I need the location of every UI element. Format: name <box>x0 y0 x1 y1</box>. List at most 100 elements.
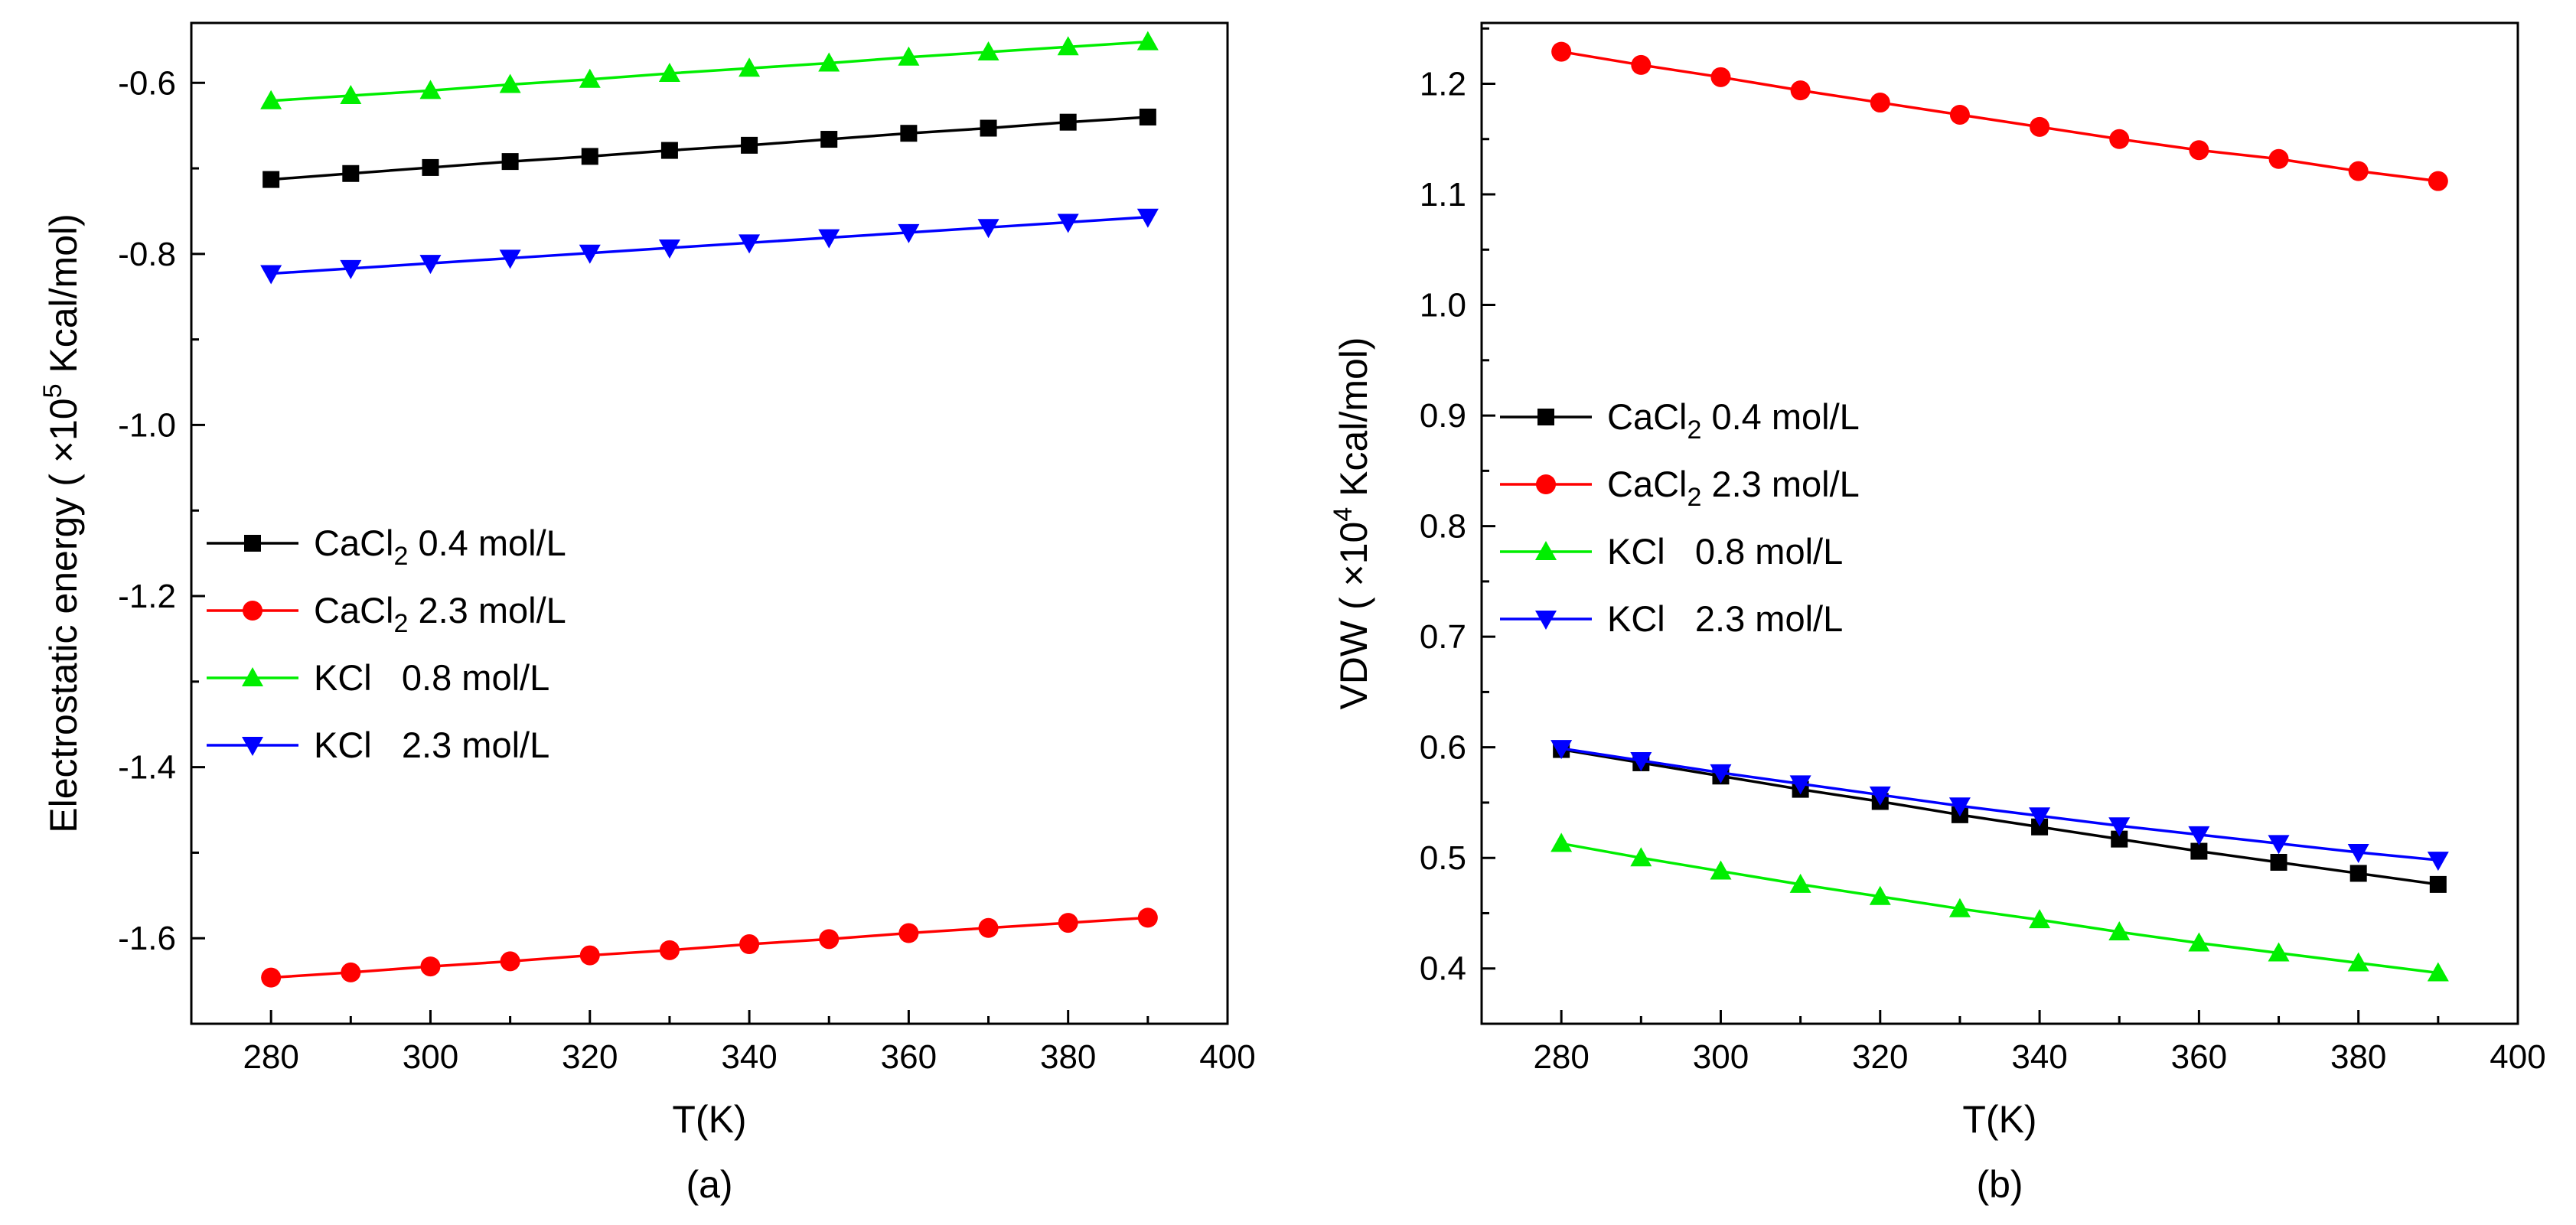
data-point <box>2270 853 2287 871</box>
data-point <box>2347 952 2369 972</box>
data-point <box>1630 752 1652 772</box>
data-point <box>2349 865 2367 882</box>
legend-label: CaCl2 0.4 mol/L <box>314 523 566 571</box>
data-point <box>419 80 442 99</box>
legend-item: CaCl2 0.4 mol/L <box>1500 396 1860 445</box>
data-point <box>2031 818 2049 836</box>
data-point <box>2268 835 2290 855</box>
y-axis-title: Electrostatic energy ( ×105 Kcal/mol) <box>38 213 85 833</box>
legend-label: KCl 2.3 mol/L <box>1607 598 1843 639</box>
x-tick-label: 280 <box>1533 1038 1589 1076</box>
series-line <box>271 216 1148 275</box>
legend-marker <box>244 535 261 552</box>
legend-marker <box>1535 611 1557 630</box>
data-point <box>658 62 680 82</box>
series-kcl-0-8-mol-l <box>260 31 1159 109</box>
series-line <box>1560 842 2439 975</box>
data-point <box>2108 921 2131 941</box>
panel-caption: (a) <box>686 1163 732 1206</box>
data-point <box>818 229 840 249</box>
data-point <box>900 125 918 142</box>
data-point <box>2188 826 2210 845</box>
data-point <box>1710 67 1731 87</box>
legend: CaCl2 0.4 mol/L CaCl2 2.3 mol/L KCl 0.8 mo… <box>1500 396 1860 639</box>
data-point <box>579 945 600 966</box>
data-point <box>579 68 601 88</box>
data-point <box>581 148 598 165</box>
x-tick-label: 340 <box>2011 1038 2067 1076</box>
x-tick-label: 380 <box>2330 1038 2386 1076</box>
legend-label: CaCl2 2.3 mol/L <box>314 590 566 638</box>
data-point <box>1058 913 1078 933</box>
x-tick-label: 300 <box>403 1038 458 1076</box>
panel-a: 280 300 320 340 360 380 400 -1.6 -1.4 -1.2 -1.0 -0.… <box>38 21 1256 1206</box>
x-tick-label: 360 <box>881 1038 937 1076</box>
data-point <box>342 165 360 182</box>
y-tick-label: -1.0 <box>118 406 176 444</box>
y-tick-label: 0.6 <box>1420 729 1466 767</box>
data-point <box>2347 843 2369 863</box>
data-point <box>579 244 601 264</box>
plot-frame <box>190 21 1229 1025</box>
legend-marker <box>242 737 263 756</box>
data-point <box>2428 171 2448 191</box>
data-point <box>2348 161 2369 181</box>
data-point <box>2029 807 2051 827</box>
data-point <box>1550 832 1573 852</box>
data-point <box>819 929 840 950</box>
y-tick-label: 1.1 <box>1420 176 1466 213</box>
data-point <box>1631 54 1652 75</box>
data-point <box>978 917 999 938</box>
data-point <box>499 249 521 269</box>
data-point <box>660 142 678 159</box>
data-point <box>1057 213 1079 233</box>
y-tick-label: 1.2 <box>1420 65 1466 103</box>
series-cacl2-2-3-mol-l <box>1551 41 2448 191</box>
x-tick-label: 320 <box>562 1038 618 1076</box>
x-tick-label: 400 <box>2490 1038 2545 1076</box>
series-line <box>1560 748 2439 886</box>
data-point <box>422 158 439 176</box>
legend-marker <box>243 601 262 621</box>
series-kcl-2-3-mol-l <box>1550 740 2449 872</box>
series-cacl2-2-3-mol-l <box>261 907 1158 988</box>
legend-label: CaCl2 2.3 mol/L <box>1607 464 1860 512</box>
series-line <box>1560 747 2439 862</box>
data-point <box>1790 80 1811 101</box>
legend-item: KCl 0.8 mol/L <box>207 657 549 698</box>
data-point <box>2109 129 2130 149</box>
legend-item: KCl 0.8 mol/L <box>1500 531 1843 572</box>
data-point <box>2429 875 2447 893</box>
legend-marker <box>1537 409 1554 425</box>
series-cacl2-0-4-mol-l <box>262 108 1156 188</box>
data-point <box>2268 148 2289 169</box>
legend-label: KCl 0.8 mol/L <box>1607 531 1843 572</box>
data-point <box>2029 909 2051 929</box>
data-point <box>977 219 999 239</box>
data-point <box>1136 208 1159 228</box>
data-point <box>739 57 761 77</box>
data-point <box>341 962 361 982</box>
data-point <box>980 119 997 137</box>
x-tick-label: 300 <box>1693 1038 1749 1076</box>
series-line <box>271 40 1148 103</box>
data-point <box>2427 962 2449 982</box>
data-point <box>260 265 282 285</box>
data-point <box>1948 898 1971 917</box>
data-point <box>500 951 520 972</box>
data-point <box>741 136 758 154</box>
data-point <box>1789 873 1811 893</box>
x-axis-title: T(K) <box>1962 1098 2036 1141</box>
data-point <box>659 940 680 960</box>
y-tick-label: 0.4 <box>1420 950 1466 988</box>
data-point <box>1550 740 1573 760</box>
data-point <box>2030 116 2050 137</box>
data-point <box>1551 41 1572 62</box>
data-point <box>2108 817 2131 837</box>
data-point <box>1136 31 1159 50</box>
x-axis-title: T(K) <box>672 1098 746 1141</box>
y-tick-label: -1.4 <box>118 749 176 787</box>
data-point <box>1869 885 1891 905</box>
y-tick-label: -1.2 <box>118 578 176 615</box>
